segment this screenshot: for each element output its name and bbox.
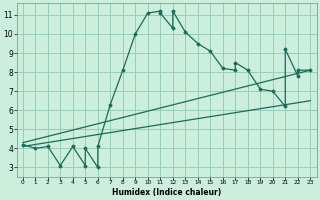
- X-axis label: Humidex (Indice chaleur): Humidex (Indice chaleur): [112, 188, 221, 197]
